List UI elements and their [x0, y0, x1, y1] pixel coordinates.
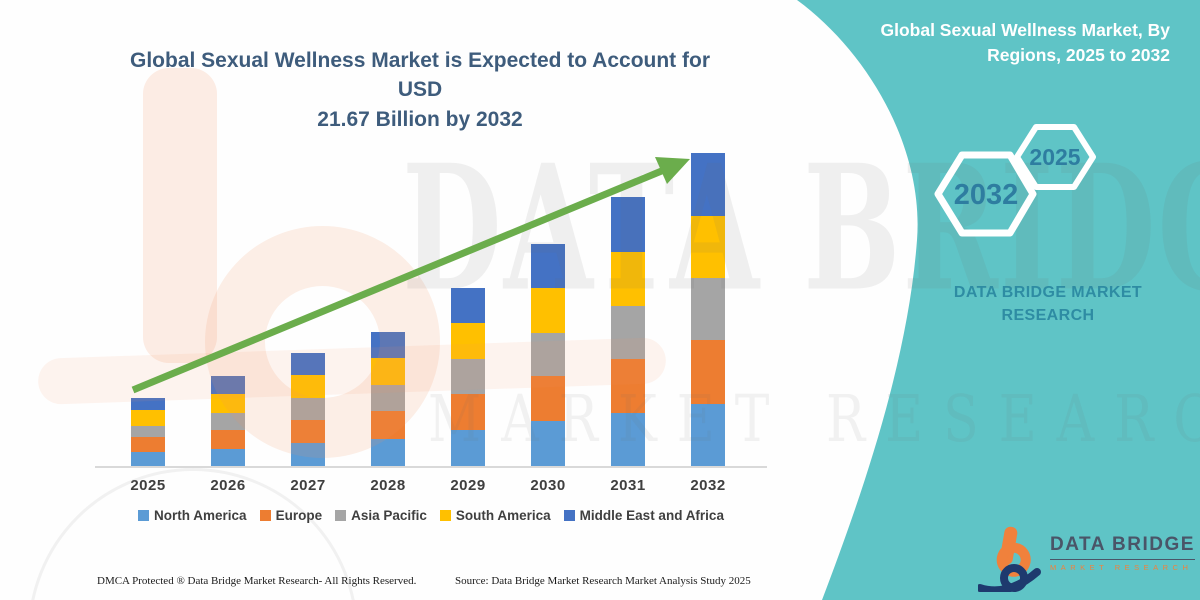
bar-segment-2029-north-america [451, 429, 485, 466]
legend-swatch [563, 510, 575, 521]
legend-swatch [259, 510, 271, 521]
legend-label: Europe [275, 508, 323, 523]
bar-segment-2025-asia-pacific [131, 425, 165, 438]
panel-heading-line2: Regions, 2025 to 2032 [987, 45, 1170, 66]
bar-segment-2032-south-america [691, 216, 725, 279]
chart-title: Global Sexual Wellness Market is Expecte… [110, 46, 730, 134]
panel-brand-caption: DATA BRIDGE MARKET RESEARCH [923, 281, 1173, 327]
bar-segment-2025-europe [131, 437, 165, 452]
legend-swatch [439, 510, 451, 521]
panel-brand-caption-line1: DATA BRIDGE MARKET [953, 284, 1143, 301]
logo-text-block: DATA BRIDGE MARKET RESEARCH [1050, 534, 1195, 572]
bar-segment-2031-north-america [611, 412, 645, 466]
bar-2032 [691, 153, 725, 466]
x-axis-label-2028: 2028 [370, 477, 406, 494]
x-axis-line [95, 466, 767, 468]
x-axis-label-2027: 2027 [290, 477, 326, 494]
logo-d-swoosh [978, 568, 1041, 592]
dmca-notice: DMCA Protected ® Data Bridge Market Rese… [97, 575, 417, 587]
legend-swatch [335, 510, 347, 521]
logo-name: DATA BRIDGE [1050, 534, 1195, 560]
panel-heading-line1: Global Sexual Wellness Market, By [880, 20, 1170, 40]
panel-heading: Global Sexual Wellness Market, By Region… [840, 18, 1170, 69]
panel-brand-caption-line2: RESEARCH [1001, 307, 1095, 325]
bar-segment-2029-europe [451, 393, 485, 430]
legend-item-north-america: North America [138, 508, 247, 523]
legend-label: Middle East and Africa [579, 508, 724, 523]
teal-panel-shape [797, 0, 1200, 600]
source-note: Source: Data Bridge Market Research Mark… [455, 575, 751, 587]
bar-segment-2026-north-america [211, 448, 245, 466]
bar-segment-2032-north-america [691, 403, 725, 466]
legend-item-europe: Europe [259, 508, 323, 523]
bar-segment-2032-middle-east-and-africa [691, 153, 725, 217]
legend-item-south-america: South America [439, 508, 551, 523]
bar-segment-2026-europe [211, 429, 245, 449]
bar-segment-2032-europe [691, 340, 725, 404]
bar-segment-2025-south-america [131, 409, 165, 426]
chart-title-line1: Global Sexual Wellness Market is Expecte… [130, 49, 710, 102]
data-bridge-logo-icon [978, 526, 1041, 592]
bar-segment-2025-middle-east-and-africa [131, 398, 165, 410]
legend-label: Asia Pacific [351, 508, 427, 523]
data-bridge-logo: DATA BRIDGE MARKET RESEARCH [978, 522, 1195, 592]
x-axis-label-2032: 2032 [690, 477, 726, 494]
legend-item-middle-east-and-africa: Middle East and Africa [563, 508, 724, 523]
x-axis-label-2030: 2030 [530, 477, 566, 494]
x-axis-label-2029: 2029 [450, 477, 486, 494]
bar-segment-2030-north-america [531, 421, 565, 466]
chart-title-line2: 21.67 Billion by 2032 [317, 107, 523, 131]
legend-item-asia-pacific: Asia Pacific [335, 508, 427, 523]
logo-tagline: MARKET RESEARCH [1050, 563, 1193, 572]
chart-legend: North America Europe Asia Pacific South Ame… [95, 508, 767, 523]
bar-2025 [131, 398, 165, 466]
bar-segment-2025-north-america [131, 451, 165, 466]
legend-label: North America [154, 508, 247, 523]
watermark-market-research-text: MARKET RESEARCH [428, 382, 1200, 457]
bar-segment-2032-asia-pacific [691, 278, 725, 341]
legend-swatch [138, 510, 150, 521]
x-axis-label-2031: 2031 [610, 477, 646, 494]
legend-label: South America [455, 508, 551, 523]
